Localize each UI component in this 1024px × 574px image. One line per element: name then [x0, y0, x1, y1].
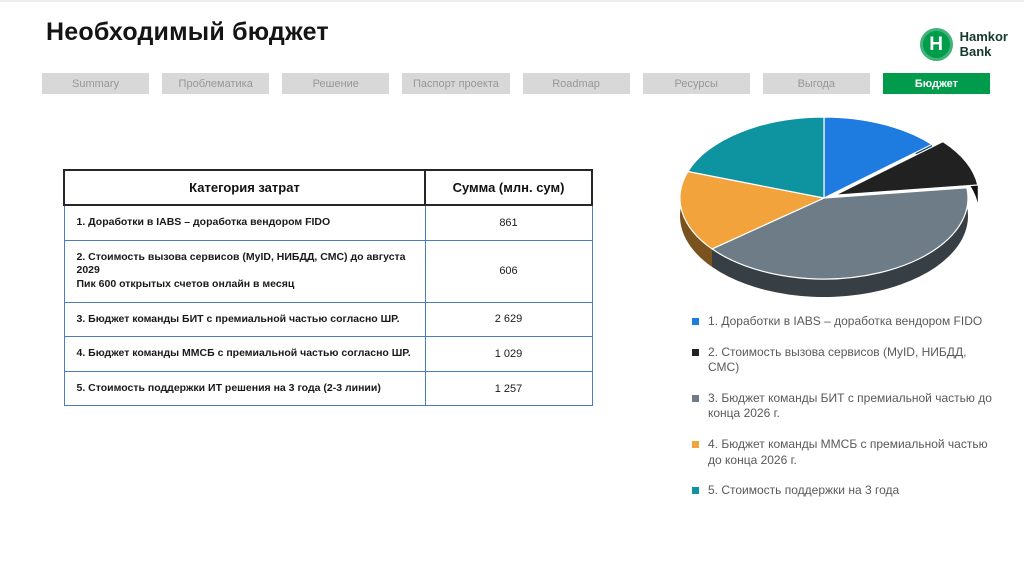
pie-chart — [656, 106, 992, 322]
category-cell: 4. Бюджет команды ММСБ с премиальной час… — [63, 336, 426, 372]
category-cell: 1. Доработки в IABS – доработка вендором… — [63, 204, 426, 241]
hamkor-logo-text: Hamkor Bank — [959, 28, 1008, 59]
pie-svg — [679, 116, 979, 298]
legend-marker — [692, 440, 699, 448]
legend-label: 4. Бюджет команды ММСБ с премиальной час… — [708, 436, 988, 467]
legend-item: 2. Стоимость вызова сервисов (MyID, НИБД… — [692, 345, 994, 376]
table-row: 3. Бюджет команды БИТ с премиальной част… — [63, 301, 593, 338]
column-header-amount: Сумма (млн. сум) — [424, 169, 593, 206]
tab-problematics[interactable]: Проблематика — [162, 73, 270, 94]
tab-roadmap[interactable]: Roadmap — [522, 73, 630, 94]
legend-marker — [692, 318, 699, 325]
budget-table: Категория затрат Сумма (млн. сум) 1. Дор… — [63, 169, 593, 407]
tab-budget[interactable]: Бюджет — [882, 73, 990, 94]
legend-marker — [692, 348, 699, 356]
amount-cell: 861 — [424, 204, 593, 241]
category-cell: 3. Бюджет команды БИТ с премиальной част… — [63, 301, 426, 338]
chart-legend: 1. Доработки в IABS – доработка вендором… — [692, 314, 994, 514]
legend-label: 1. Доработки в IABS – доработка вендором… — [708, 314, 983, 328]
legend-label: 2. Стоимость вызова сервисов (MyID, НИБД… — [708, 344, 967, 375]
tab-resources[interactable]: Ресурсы — [642, 73, 750, 94]
category-cell: 5. Стоимость поддержки ИТ решения на 3 г… — [63, 370, 426, 407]
column-header-category: Категория затрат — [63, 169, 426, 206]
legend-item: 3. Бюджет команды БИТ с премиальной част… — [692, 391, 994, 422]
table-row: 5. Стоимость поддержки ИТ решения на 3 г… — [63, 370, 593, 407]
brand-line-2: Bank — [959, 43, 992, 59]
tab-project-passport[interactable]: Паспорт проекта — [402, 73, 510, 94]
category-cell: 2. Стоимость вызова сервисов (MyID, НИБД… — [63, 239, 426, 303]
amount-cell: 1 029 — [424, 336, 593, 372]
legend-item: 1. Доработки в IABS – доработка вендором… — [692, 314, 994, 330]
amount-cell: 1 257 — [424, 370, 593, 407]
table-header-row: Категория затрат Сумма (млн. сум) — [63, 169, 593, 206]
legend-label: 5. Стоимость поддержки на 3 года — [708, 483, 900, 498]
brand-line-1: Hamkor — [959, 28, 1008, 44]
amount-cell: 606 — [424, 239, 593, 303]
legend-marker — [692, 394, 699, 402]
legend-item: 5. Стоимость поддержки на 3 года — [692, 483, 994, 499]
legend-item: 4. Бюджет команды ММСБ с премиальной час… — [692, 437, 994, 468]
tab-solution[interactable]: Решение — [282, 73, 390, 94]
hamkor-bank-logo: H Hamkor Bank — [919, 28, 1008, 61]
hamkor-logo-icon: H — [919, 28, 953, 61]
table-row: 1. Доработки в IABS – доработка вендором… — [63, 204, 593, 241]
table-row: 2. Стоимость вызова сервисов (MyID, НИБД… — [63, 239, 593, 303]
tab-summary[interactable]: Summary — [42, 73, 150, 94]
legend-label: 3. Бюджет команды БИТ с премиальной част… — [708, 390, 992, 421]
legend-marker — [692, 487, 699, 495]
amount-cell: 2 629 — [424, 301, 593, 338]
page-title: Необходимый бюджет — [46, 18, 329, 46]
tab-benefit[interactable]: Выгода — [762, 73, 870, 94]
slide-tabs: Summary Проблематика Решение Паспорт про… — [42, 73, 990, 94]
table-row: 4. Бюджет команды ММСБ с премиальной час… — [63, 336, 593, 372]
